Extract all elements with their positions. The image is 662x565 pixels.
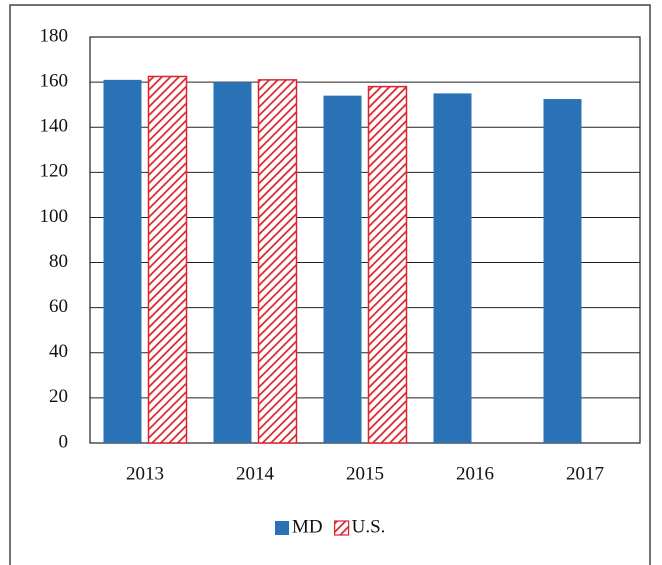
legend-swatch	[334, 520, 350, 536]
bar	[257, 79, 298, 444]
legend-label: U.S.	[352, 516, 386, 537]
bar	[147, 75, 188, 444]
y-tick-label: 0	[59, 431, 69, 452]
bar	[323, 95, 362, 444]
bar	[433, 93, 472, 443]
x-tick-label: 2016	[456, 463, 494, 484]
x-tick-label: 2015	[346, 463, 384, 484]
y-tick-label: 40	[49, 341, 68, 362]
y-tick-label: 140	[40, 116, 69, 137]
y-tick-label: 80	[49, 251, 68, 272]
y-tick-label: 60	[49, 296, 68, 317]
bar	[213, 82, 252, 443]
bar	[367, 85, 408, 444]
y-tick-label: 120	[40, 161, 69, 182]
plot-border	[89, 36, 641, 444]
bar	[103, 79, 142, 443]
x-tick-label: 2013	[126, 463, 164, 484]
x-tick-label: 2014	[236, 463, 275, 484]
y-tick-label: 20	[49, 386, 68, 407]
legend-swatch	[275, 521, 289, 535]
y-tick-label: 180	[40, 25, 69, 46]
y-tick-label: 100	[40, 206, 69, 227]
y-tick-label: 160	[40, 70, 69, 91]
x-tick-label: 2017	[566, 463, 604, 484]
legend-label: MD	[292, 516, 323, 537]
bar	[543, 99, 582, 444]
